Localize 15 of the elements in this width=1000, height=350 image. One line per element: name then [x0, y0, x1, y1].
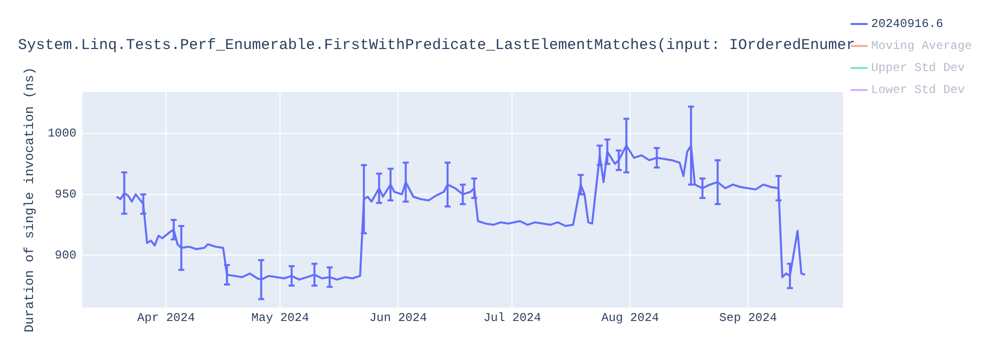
legend-label: Lower Std Dev — [871, 83, 965, 98]
y-tick-label: 1000 — [48, 126, 76, 141]
legend-label: Upper Std Dev — [871, 61, 965, 76]
legend-label: 20240916.6 — [871, 17, 944, 32]
x-tick-label: Jun 2024 — [369, 310, 427, 325]
chart-title: System.Linq.Tests.Perf_Enumerable.FirstWithPredicate_LastElementMatches(input: IOrderedEnumer — [18, 36, 856, 54]
y-axis-title: Duration of single invocation (ns) — [22, 67, 38, 332]
x-tick-label: Sep 2024 — [719, 310, 777, 325]
x-tick-label: May 2024 — [251, 310, 310, 325]
x-tick-label: Jul 2024 — [483, 310, 542, 325]
y-tick-label: 900 — [54, 248, 76, 262]
x-tick-label: Apr 2024 — [137, 310, 195, 325]
y-tick-label: 950 — [54, 187, 76, 202]
legend-label: Moving Average — [871, 39, 972, 54]
x-tick-label: Aug 2024 — [601, 310, 659, 325]
